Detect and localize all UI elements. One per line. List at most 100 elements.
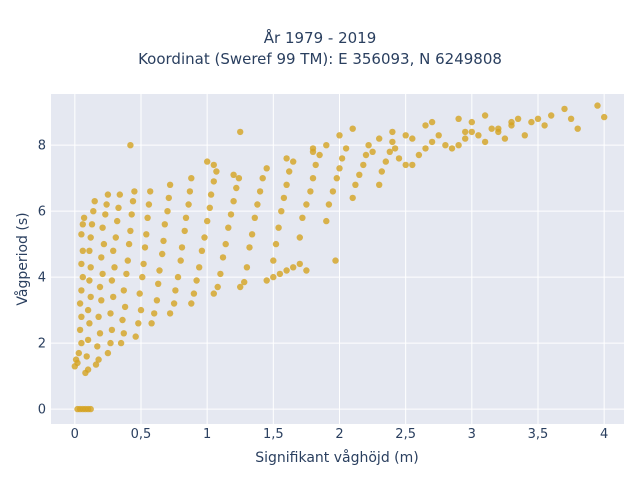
scatter-point xyxy=(79,247,87,254)
scatter-point xyxy=(104,191,112,198)
scatter-point xyxy=(402,161,409,169)
scatter-points xyxy=(71,102,608,413)
scatter-point xyxy=(78,339,85,347)
scatter-point xyxy=(369,148,376,155)
scatter-point xyxy=(170,300,178,307)
scatter-point xyxy=(323,217,330,225)
scatter-point xyxy=(263,165,270,172)
scatter-point xyxy=(214,283,221,291)
x-axis-title: Signifikant våghöjd (m) xyxy=(255,449,418,466)
scatter-point xyxy=(382,158,389,165)
scatter-point xyxy=(87,234,94,241)
scatter-point xyxy=(307,188,314,195)
scatter-point xyxy=(296,234,303,241)
scatter-point xyxy=(107,339,114,347)
scatter-point xyxy=(161,221,168,228)
scatter-point xyxy=(119,316,126,324)
scatter-point xyxy=(389,138,396,146)
scatter-point xyxy=(528,118,535,126)
scatter-point xyxy=(325,201,333,208)
scatter-point xyxy=(391,145,399,152)
scatter-point xyxy=(309,145,317,152)
scatter-point xyxy=(87,293,94,301)
scatter-point xyxy=(136,290,143,297)
scatter-point xyxy=(227,211,235,218)
scatter-point xyxy=(99,224,106,231)
scatter-point xyxy=(95,313,102,320)
scatter-point xyxy=(225,224,232,231)
scatter-point xyxy=(120,330,128,337)
scatter-point xyxy=(207,191,215,198)
scatter-point xyxy=(360,161,367,169)
scatter-point xyxy=(468,118,475,126)
scatter-point xyxy=(362,151,370,159)
scatter-point xyxy=(290,158,297,165)
scatter-point xyxy=(78,231,85,238)
scatter-point xyxy=(132,333,139,340)
scatter-point xyxy=(217,270,224,278)
scatter-point xyxy=(276,270,284,278)
scatter-point xyxy=(521,132,528,139)
scatter-point xyxy=(116,191,124,198)
gridlines xyxy=(51,94,624,424)
x-axis-ticks: 0 0,5 1 1,5 2 2,5 3 3,5 4 xyxy=(71,427,609,442)
scatter-point xyxy=(574,125,581,132)
scatter-point xyxy=(79,221,87,228)
scatter-point xyxy=(263,277,270,284)
scatter-point xyxy=(151,310,158,317)
scatter-point xyxy=(128,211,135,218)
scatter-point xyxy=(290,264,297,271)
scatter-point xyxy=(188,300,195,307)
scatter-point xyxy=(100,240,108,248)
scatter-point xyxy=(309,175,317,182)
chart-title-line-1: År 1979 - 2019 xyxy=(263,29,377,47)
scatter-point xyxy=(129,198,137,205)
scatter-point xyxy=(210,290,217,297)
scatter-point xyxy=(333,175,340,182)
x-tick-label: 4 xyxy=(600,427,608,442)
scatter-point xyxy=(352,181,359,188)
scatter-point xyxy=(210,178,217,185)
scatter-point xyxy=(86,247,93,254)
scatter-point xyxy=(166,310,174,317)
scatter-point xyxy=(481,112,489,119)
scatter-point xyxy=(501,135,509,142)
scatter-point xyxy=(514,115,522,123)
scatter-point xyxy=(94,343,101,350)
scatter-point xyxy=(84,306,92,314)
scatter-point xyxy=(495,125,502,132)
scatter-point xyxy=(462,135,469,142)
scatter-point xyxy=(198,247,206,254)
scatter-point xyxy=(378,168,385,175)
scatter-point xyxy=(329,188,337,195)
scatter-point xyxy=(409,135,416,142)
scatter-point xyxy=(177,257,184,264)
scatter-point xyxy=(98,254,105,261)
scatter-point xyxy=(91,198,98,205)
x-tick-label: 2 xyxy=(335,427,343,442)
scatter-point xyxy=(323,142,330,149)
scatter-point xyxy=(210,161,217,169)
scatter-point xyxy=(92,361,100,368)
scatter-point xyxy=(96,283,104,291)
scatter-point xyxy=(206,204,213,211)
scatter-point xyxy=(99,270,106,278)
scatter-point xyxy=(79,273,87,281)
scatter-point xyxy=(248,231,256,238)
scatter-point xyxy=(235,175,243,182)
scatter-point xyxy=(349,125,356,132)
y-tick-label: 0 xyxy=(38,403,46,418)
scatter-point xyxy=(83,353,90,360)
scatter-point xyxy=(409,161,416,169)
scatter-point xyxy=(141,244,149,251)
scatter-point xyxy=(131,188,138,195)
scatter-point xyxy=(275,224,282,231)
scatter-point xyxy=(84,366,92,373)
scatter-point xyxy=(594,102,601,109)
y-axis-title: Vågperiod (s) xyxy=(14,212,31,305)
scatter-point xyxy=(87,264,94,271)
scatter-point xyxy=(127,142,134,149)
scatter-point xyxy=(259,175,266,182)
scatter-point xyxy=(356,171,363,178)
